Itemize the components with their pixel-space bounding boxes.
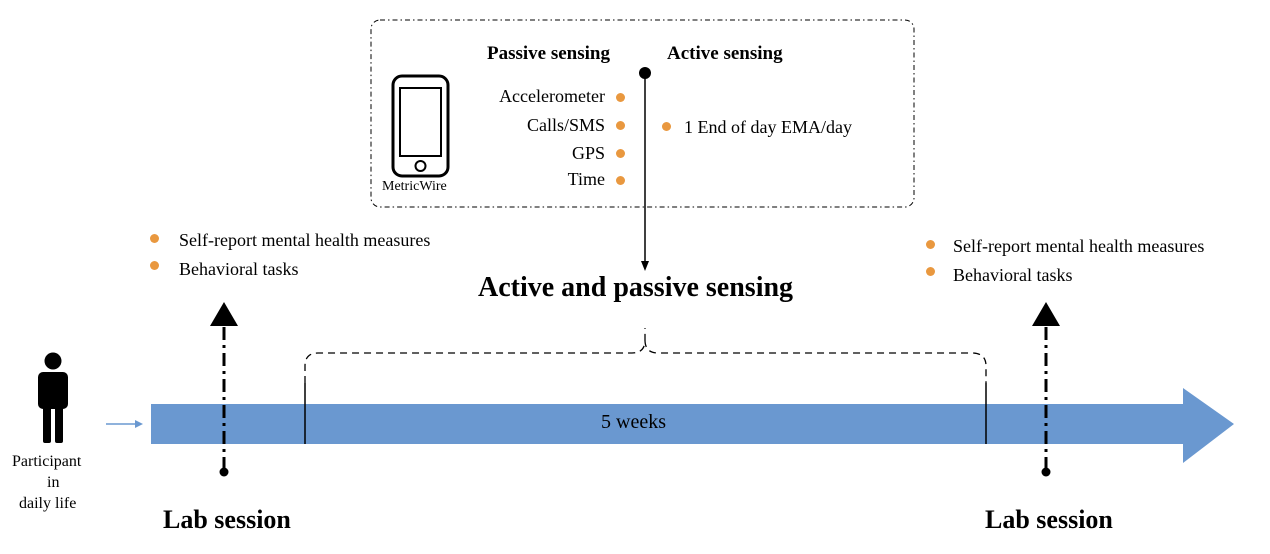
passive-item: Accelerometer bbox=[499, 86, 605, 106]
participant-label-line: Participant bbox=[12, 453, 82, 470]
participant-label-line: in bbox=[47, 474, 60, 491]
right-session-item: Self-report mental health measures bbox=[953, 236, 1205, 256]
left-session-title: Lab session bbox=[163, 505, 291, 534]
passive-item: Calls/SMS bbox=[526, 115, 605, 135]
smartphone-icon bbox=[391, 74, 450, 178]
person-icon bbox=[38, 352, 68, 443]
active-sensing-heading: Active sensing bbox=[667, 43, 783, 64]
right-session-bullet bbox=[926, 240, 935, 249]
passive-item-bullet bbox=[616, 176, 625, 185]
passive-item-bullet bbox=[616, 149, 625, 158]
center-title: Active and passive sensing bbox=[478, 272, 794, 303]
right-session-title: Lab session bbox=[985, 505, 1113, 534]
phone-app-label: MetricWire bbox=[382, 179, 447, 194]
right-session-arrow bbox=[1032, 302, 1060, 477]
five-week-brace bbox=[304, 328, 987, 383]
participant-label-line: daily life bbox=[19, 495, 77, 512]
duration-label: 5 weeks bbox=[601, 411, 666, 433]
left-session-item: Self-report mental health measures bbox=[179, 230, 431, 250]
sensing-box-border bbox=[370, 19, 915, 208]
left-session-bullet bbox=[150, 234, 159, 243]
passive-item-bullet bbox=[616, 93, 625, 102]
left-session-arrow bbox=[210, 302, 238, 477]
participant-entry-arrow bbox=[106, 420, 143, 428]
left-session-bullet bbox=[150, 261, 159, 270]
right-session-item: Behavioral tasks bbox=[953, 265, 1073, 285]
active-item-bullet bbox=[662, 122, 671, 131]
left-session-item: Behavioral tasks bbox=[179, 259, 299, 279]
timeline-arrow bbox=[151, 388, 1234, 463]
passive-item: GPS bbox=[571, 143, 605, 163]
sensing-divider-arrow bbox=[639, 67, 651, 271]
right-session-bullet bbox=[926, 267, 935, 276]
passive-item-bullet bbox=[616, 121, 625, 130]
active-item: 1 End of day EMA/day bbox=[684, 117, 852, 137]
passive-sensing-heading: Passive sensing bbox=[487, 43, 610, 64]
passive-item: Time bbox=[567, 169, 605, 189]
